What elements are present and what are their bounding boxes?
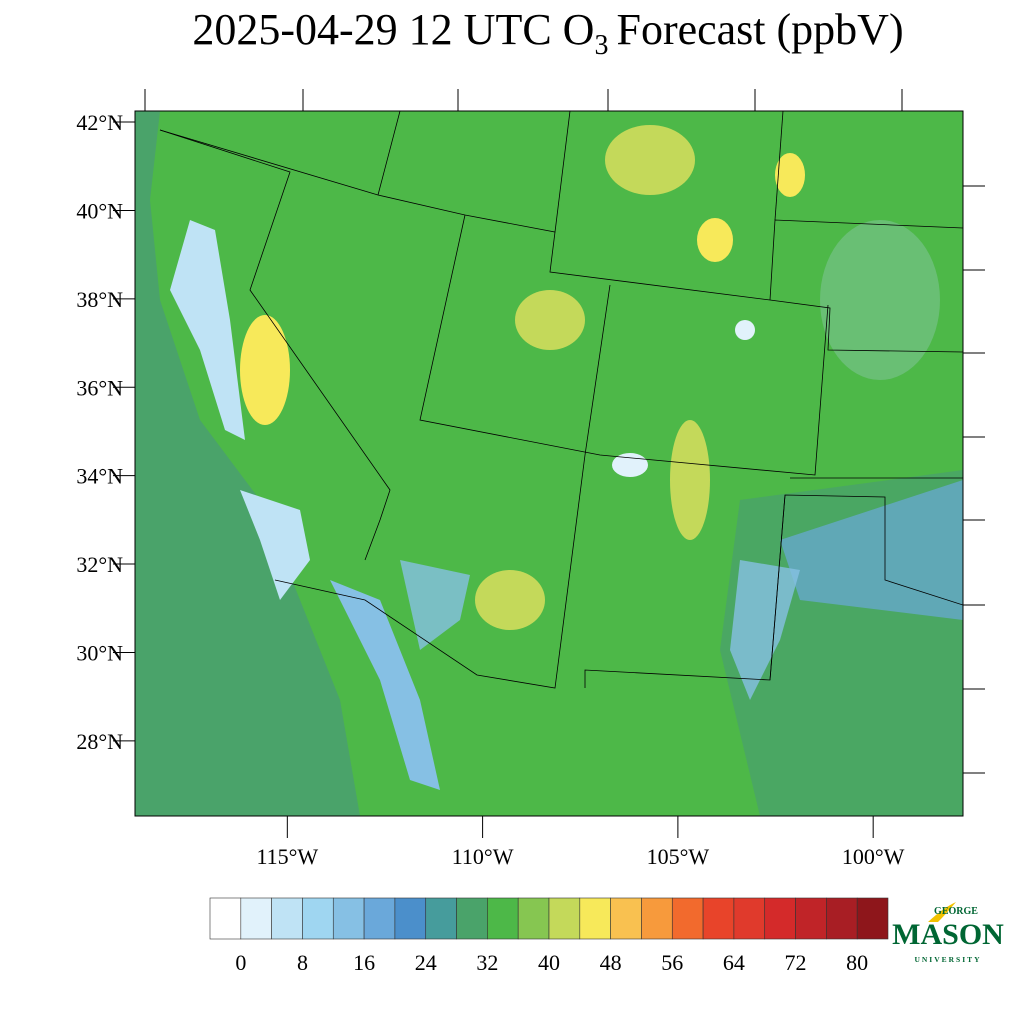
colorbar-box xyxy=(425,897,457,940)
colorbar-box xyxy=(671,897,704,940)
colorbar-label: 56 xyxy=(661,950,683,975)
colorbar-label: 24 xyxy=(415,950,437,975)
colorbar-box xyxy=(610,897,642,940)
x-tick-label: 100°W xyxy=(842,844,905,869)
colorbar-box xyxy=(456,897,488,940)
colorbar-box xyxy=(856,897,889,940)
title-rest: Forecast (ppbV) xyxy=(616,5,903,54)
colorbar-box xyxy=(302,897,334,940)
frame-ticks xyxy=(144,89,985,774)
colorbar-label: 16 xyxy=(353,950,375,975)
colorbar-box xyxy=(764,897,796,940)
x-tick-label: 105°W xyxy=(647,844,710,869)
y-tick-label: 34°N xyxy=(76,464,123,489)
y-tick-label: 32°N xyxy=(76,552,123,577)
logo-bottom: UNIVERSITY xyxy=(914,955,981,964)
colorbar-box xyxy=(702,897,735,940)
y-tick-label: 40°N xyxy=(76,198,123,223)
colorbar-label: 8 xyxy=(297,950,308,975)
title-main: 2025-04-29 12 UTC O xyxy=(192,5,594,54)
colorbar-box xyxy=(209,897,242,940)
map-title: 2025-04-29 12 UTC O3 Forecast (ppbV) xyxy=(192,5,903,61)
colorbar-box xyxy=(579,897,611,940)
colorbar-box xyxy=(548,897,581,940)
colorbar-box xyxy=(795,897,827,940)
y-tick-label: 42°N xyxy=(76,110,123,135)
logo-main: MASON xyxy=(892,918,1004,951)
colorbar-label: 80 xyxy=(846,950,868,975)
colorbar-label: 40 xyxy=(538,950,560,975)
y-tick-label: 28°N xyxy=(76,729,123,754)
colorbar-label: 0 xyxy=(235,950,246,975)
colorbar-box xyxy=(733,897,766,940)
colorbar-box xyxy=(394,897,427,940)
colorbar-box xyxy=(332,897,365,940)
colorbar-box xyxy=(517,897,550,940)
x-tick-label: 115°W xyxy=(256,844,318,869)
gmu-logo: GEORGE MASON UNIVERSITY xyxy=(892,902,1004,964)
colorbar-box xyxy=(240,897,272,940)
y-tick-label: 36°N xyxy=(76,375,123,400)
colorbar-box xyxy=(641,897,673,940)
map-frame xyxy=(134,110,964,817)
map-field xyxy=(135,111,963,816)
y-tick-label: 38°N xyxy=(76,287,123,312)
colorbar-box xyxy=(487,897,519,940)
y-tick-label: 30°N xyxy=(76,640,123,665)
x-tick-label: 110°W xyxy=(452,844,514,869)
logo-top: GEORGE xyxy=(934,906,978,917)
colorbar-box xyxy=(363,897,396,940)
colorbar-label: 32 xyxy=(476,950,498,975)
title-subscript: 3 xyxy=(594,30,608,61)
colorbar-label: 72 xyxy=(785,950,807,975)
colorbar-label: 48 xyxy=(600,950,622,975)
colorbar-box xyxy=(271,897,303,940)
colorbar-box xyxy=(826,897,858,940)
colorbar-label: 64 xyxy=(723,950,745,975)
